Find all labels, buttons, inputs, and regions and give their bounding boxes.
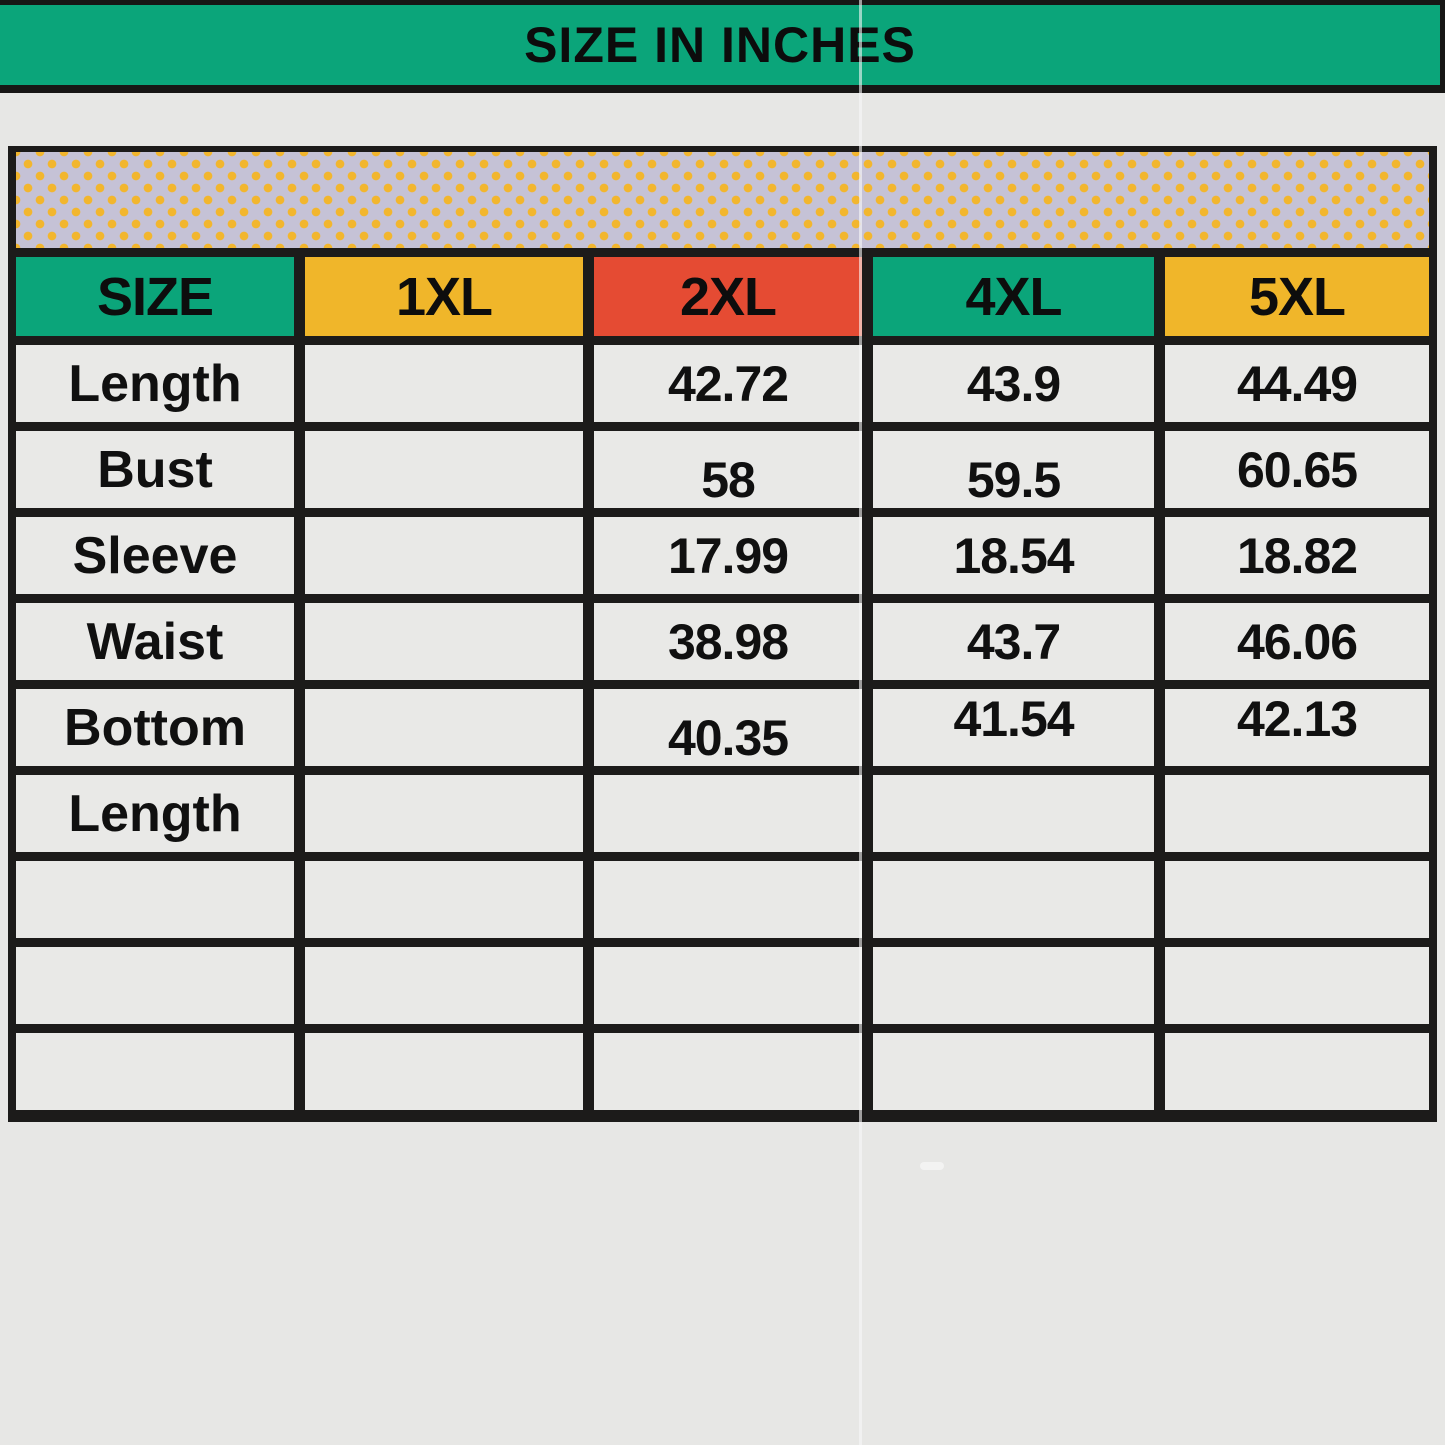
image-artifact-smudge <box>920 1162 944 1170</box>
value-cell <box>305 431 583 508</box>
row-label-cell: Bottom <box>16 689 294 766</box>
header-cell-5xl: 5XL <box>1165 257 1429 336</box>
value-cell: 40.35 <box>594 689 862 766</box>
value-cell <box>305 517 583 594</box>
value-cell: 38.98 <box>594 603 862 680</box>
row-label-cell: Length <box>16 345 294 422</box>
value-cell <box>873 861 1154 938</box>
value-cell <box>305 775 583 852</box>
value-cell <box>1165 947 1429 1024</box>
row-label-cell: Waist <box>16 603 294 680</box>
value-cell <box>594 861 862 938</box>
value-cell <box>305 861 583 938</box>
value-cell <box>873 947 1154 1024</box>
size-table: SIZE 1XL 2XL 4XL 5XL Length 42.72 43.9 4… <box>8 146 1437 1122</box>
value-cell <box>873 775 1154 852</box>
value-cell <box>305 1033 583 1110</box>
value-cell <box>594 775 862 852</box>
value-cell: 42.72 <box>594 345 862 422</box>
value-cell <box>305 947 583 1024</box>
value-cell <box>1165 1033 1429 1110</box>
value-cell <box>594 947 862 1024</box>
value-cell: 43.9 <box>873 345 1154 422</box>
value-cell: 42.13 <box>1165 689 1429 766</box>
value-cell: 44.49 <box>1165 345 1429 422</box>
dotted-pattern-strip <box>16 152 1429 248</box>
value-cell: 18.54 <box>873 517 1154 594</box>
value-cell: 59.5 <box>873 431 1154 508</box>
value-cell <box>305 689 583 766</box>
value-cell: 43.7 <box>873 603 1154 680</box>
row-label-cell <box>16 1033 294 1110</box>
value-cell <box>1165 775 1429 852</box>
banner-title: SIZE IN INCHES <box>524 17 916 73</box>
row-label-cell <box>16 947 294 1024</box>
header-cell-1xl: 1XL <box>305 257 583 336</box>
value-cell: 41.54 <box>873 689 1154 766</box>
header-cell-4xl: 4XL <box>873 257 1154 336</box>
row-label-cell: Bust <box>16 431 294 508</box>
value-cell: 60.65 <box>1165 431 1429 508</box>
value-cell <box>873 1033 1154 1110</box>
value-cell <box>305 345 583 422</box>
value-cell <box>594 1033 862 1110</box>
value-cell: 58 <box>594 431 862 508</box>
value-cell <box>305 603 583 680</box>
header-cell-2xl: 2XL <box>594 257 862 336</box>
value-cell: 46.06 <box>1165 603 1429 680</box>
value-cell: 18.82 <box>1165 517 1429 594</box>
value-cell: 17.99 <box>594 517 862 594</box>
row-label-cell <box>16 861 294 938</box>
title-banner: SIZE IN INCHES <box>0 0 1445 93</box>
header-cell-size: SIZE <box>16 257 294 336</box>
row-label-cell: Sleeve <box>16 517 294 594</box>
row-label-cell: Length <box>16 775 294 852</box>
value-cell <box>1165 861 1429 938</box>
